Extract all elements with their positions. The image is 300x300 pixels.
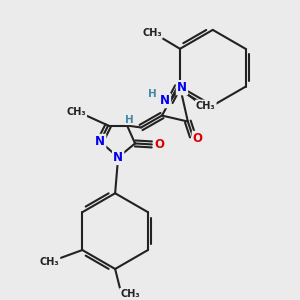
Text: CH₃: CH₃ xyxy=(67,106,86,117)
Text: CH₃: CH₃ xyxy=(40,257,59,267)
Text: O: O xyxy=(193,132,203,145)
Text: N: N xyxy=(95,135,105,148)
Text: CH₃: CH₃ xyxy=(142,28,162,38)
Text: H: H xyxy=(148,88,156,99)
Text: N: N xyxy=(113,151,123,164)
Text: O: O xyxy=(154,138,164,151)
Text: N: N xyxy=(177,81,187,94)
Text: N: N xyxy=(160,94,170,107)
Text: CH₃: CH₃ xyxy=(120,289,140,299)
Text: H: H xyxy=(125,115,134,124)
Text: CH₃: CH₃ xyxy=(196,100,216,111)
